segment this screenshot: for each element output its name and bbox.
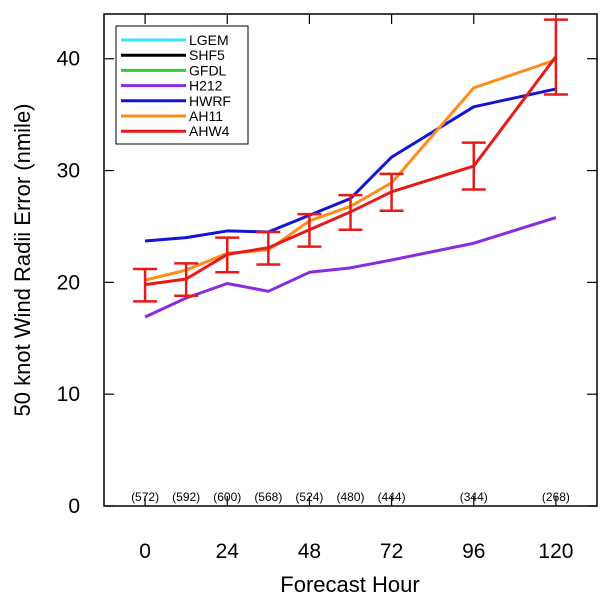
y-tick-label: 40: [57, 48, 80, 71]
legend-label-gfdl: GFDL: [189, 62, 227, 78]
legend-label-ahw4: AHW4: [189, 123, 230, 139]
error-bar: [543, 18, 568, 96]
sample-count-label: (524): [295, 490, 323, 504]
error-bar: [379, 172, 404, 213]
sample-count-label: (572): [131, 490, 159, 504]
error-bar: [215, 236, 240, 274]
error-bar: [338, 193, 363, 232]
error-bar: [256, 230, 281, 266]
error-bar: [297, 212, 322, 248]
sample-count-label: (444): [378, 490, 406, 504]
y-tick-label: 20: [57, 271, 80, 294]
legend-label-ah11: AH11: [189, 108, 223, 124]
x-tick-label: 96: [462, 540, 485, 563]
error-bar: [133, 267, 158, 303]
sample-count-label: (592): [172, 490, 200, 504]
series-line-h212: [144, 216, 557, 319]
x-tick-label: 120: [538, 540, 573, 563]
x-tick-label: 48: [298, 540, 321, 563]
x-tick-label: 24: [216, 540, 240, 563]
error-bar: [461, 141, 486, 191]
legend-label-h212: H212: [189, 78, 223, 94]
y-axis-title: 50 knot Wind Radii Error (nmile): [10, 104, 35, 417]
legend-label-hwrf: HWRF: [189, 93, 231, 109]
sample-count-label: (600): [213, 490, 241, 504]
axis-ticks: 0 24 48 72 96 120 0 10 20 30 40: [57, 14, 597, 563]
sample-count-label: (268): [542, 490, 570, 504]
x-tick-label: 72: [380, 540, 403, 563]
series-lines: [144, 55, 558, 319]
sample-count-label: (480): [336, 490, 364, 504]
sample-count-label: (344): [460, 490, 488, 504]
error-bars: [133, 18, 568, 303]
legend-label-shf5: SHF5: [189, 47, 225, 63]
legend-label-lgem: LGEM: [189, 32, 229, 48]
x-tick-label: 0: [139, 540, 151, 563]
x-axis-title: Forecast Hour: [280, 572, 419, 597]
error-bar: [174, 262, 199, 298]
plot-frame-group: [103, 13, 598, 507]
sample-counts: (572) (592) (600) (568) (524) (480) (444) (344)…: [131, 490, 570, 504]
y-tick-label: 0: [68, 495, 80, 518]
y-tick-label: 30: [57, 160, 80, 183]
plot-frame: [103, 13, 598, 507]
y-tick-label: 10: [57, 383, 80, 406]
sample-count-label: (568): [254, 490, 282, 504]
